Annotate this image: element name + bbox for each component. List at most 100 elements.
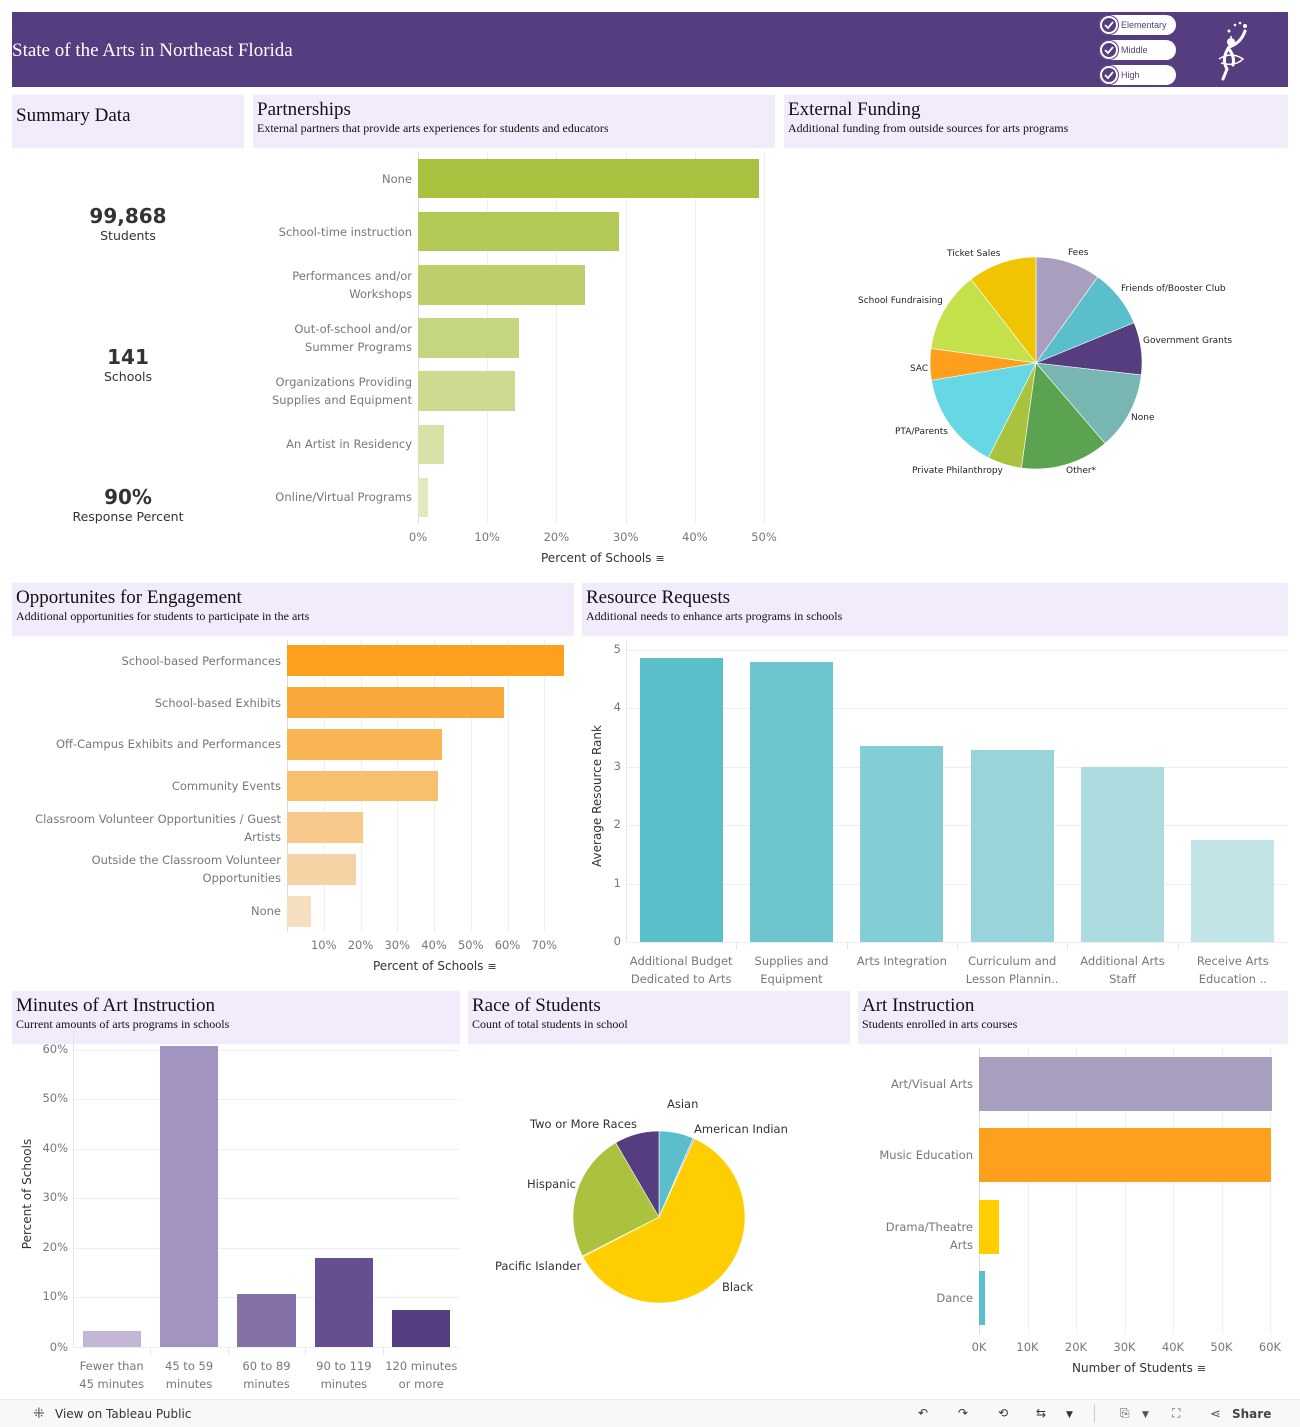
gridline (1173, 1048, 1174, 1334)
category-label-line: Opportunities (202, 871, 281, 886)
slice-label: School Fundraising (858, 296, 943, 306)
checkmark-icon (1100, 16, 1118, 34)
pie-slice[interactable] (1021, 362, 1106, 470)
x-tick-label: 40% (682, 530, 708, 544)
gridline (626, 766, 1288, 768)
y-tick-label: 0% (49, 1340, 68, 1354)
category-label-line: Drama/Theatre Arts (885, 1219, 973, 1252)
bar (970, 750, 1054, 942)
category-label-line: 90 to 119 (316, 1359, 372, 1373)
art-instruction-subtitle: Students enrolled in arts courses (862, 1017, 1018, 1031)
category-label-line: Curriculum and (967, 954, 1057, 968)
external-funding-header: External Funding Additional funding from… (784, 95, 1288, 148)
category-label: Outside the Classroom Volunteer Opportuni… (20, 851, 281, 887)
fullscreen-icon[interactable]: ⛶ (1172, 1406, 1181, 1420)
category-label: School-time instruction (256, 223, 412, 241)
category-label-line: Receive Arts (1196, 954, 1269, 968)
pie-slice[interactable] (970, 256, 1037, 364)
category-divider (1177, 942, 1179, 950)
share-button[interactable]: Share (1232, 1407, 1272, 1421)
y-axis-line (979, 1048, 980, 1334)
revert-icon[interactable]: ⟲ (998, 1406, 1009, 1420)
checkmark-icon (1100, 41, 1118, 59)
category-label-line: Music Education (879, 1148, 973, 1163)
bar (287, 812, 364, 844)
x-tick-label: 40K (1161, 1340, 1185, 1354)
gridline (764, 152, 765, 524)
category-label: School-based Performances (20, 652, 281, 670)
minutes-subtitle: Current amounts of arts programs in scho… (16, 1017, 230, 1031)
refresh-icon[interactable]: ⇆ (1036, 1406, 1047, 1420)
slice-label: Black (722, 1280, 754, 1294)
external-funding-title: External Funding (788, 99, 921, 120)
filter-elementary[interactable]: Elementary (1099, 15, 1176, 35)
category-label-line: Staff (1109, 972, 1136, 986)
share-icon[interactable]: ⋖ (1210, 1407, 1221, 1422)
pie-slice[interactable] (615, 1130, 660, 1219)
gridline (1221, 1048, 1223, 1334)
pie-slice[interactable] (582, 1138, 746, 1304)
pie-slice[interactable] (931, 362, 1037, 459)
gridline (626, 708, 1288, 710)
x-axis-title: Number of Students ≡ (1072, 1361, 1207, 1375)
y-tick-label: 40% (42, 1140, 68, 1155)
category-label-line: minutes (320, 1377, 368, 1391)
filter-middle[interactable]: Middle (1099, 40, 1176, 60)
kpi-schools: 141 Schools (12, 345, 244, 384)
slice-label: Hispanic (527, 1177, 576, 1191)
category-label: 60 to 89 minutes (228, 1357, 305, 1393)
pie-slice[interactable] (930, 278, 1037, 364)
category-label: 90 to 119 minutes (305, 1357, 382, 1393)
pie-slice[interactable] (572, 1142, 660, 1257)
category-label-line: Supplies and Equipment (271, 393, 412, 408)
category-label: 120 minutes or more (383, 1357, 460, 1393)
bar (314, 1257, 373, 1347)
x-tick-label: 10% (310, 938, 337, 952)
category-label-line: Supplies and (754, 954, 829, 968)
view-on-tableau-link[interactable]: View on Tableau Public (55, 1407, 192, 1421)
gridline (73, 1347, 460, 1348)
download-icon[interactable]: ⎘ (1120, 1406, 1130, 1420)
minutes-title: Minutes of Art Instruction (16, 995, 215, 1016)
bar (418, 212, 619, 252)
bar (418, 158, 760, 199)
slice-label: SAC (910, 364, 929, 374)
category-label: Dance (860, 1289, 973, 1307)
category-label-line: None (250, 904, 281, 919)
category-label-line: 120 minutes (385, 1359, 458, 1373)
category-label: Supplies and Equipment (736, 952, 846, 988)
bar (979, 1199, 999, 1254)
external-funding-subtitle: Additional funding from outside sources … (788, 121, 1069, 135)
category-label: Fewer than 45 minutes (73, 1357, 150, 1393)
bar (418, 371, 515, 411)
category-label-line: School-based Performances (121, 653, 281, 668)
category-label-line: 45 to 59 (165, 1359, 214, 1373)
slice-label: Fees (1068, 248, 1089, 258)
category-label-line: Fewer than (79, 1359, 144, 1373)
summary-header: Summary Data (12, 95, 244, 148)
gridline (626, 650, 1288, 651)
bar (639, 658, 723, 942)
bar (287, 687, 505, 718)
partnerships-subtitle: External partners that provide arts expe… (257, 121, 609, 135)
bar (418, 265, 585, 305)
gridline (73, 1148, 460, 1150)
summary-title: Summary Data (16, 105, 131, 126)
download-dropdown-icon[interactable]: ▼ (1142, 1410, 1149, 1420)
x-axis-title: Percent of Schools ≡ (373, 959, 497, 973)
redo-icon[interactable]: ↷ (958, 1406, 969, 1420)
category-label-line: Education .. (1198, 972, 1267, 986)
category-label-line: minutes (165, 1377, 213, 1391)
slice-label: Ticket Sales (947, 249, 1001, 259)
y-tick-label: 30% (42, 1190, 68, 1205)
filter-high[interactable]: High (1099, 65, 1176, 85)
resources-title: Resource Requests (586, 587, 731, 608)
bar (1081, 767, 1164, 942)
refresh-dropdown-icon[interactable]: ▼ (1066, 1410, 1073, 1420)
undo-icon[interactable]: ↶ (918, 1406, 929, 1420)
x-tick-label: 50% (457, 938, 484, 952)
partnerships-title: Partnerships (257, 99, 351, 120)
bar (979, 1271, 985, 1326)
y-tick-label: 3 (613, 758, 621, 773)
pie-slice[interactable] (1035, 362, 1142, 444)
